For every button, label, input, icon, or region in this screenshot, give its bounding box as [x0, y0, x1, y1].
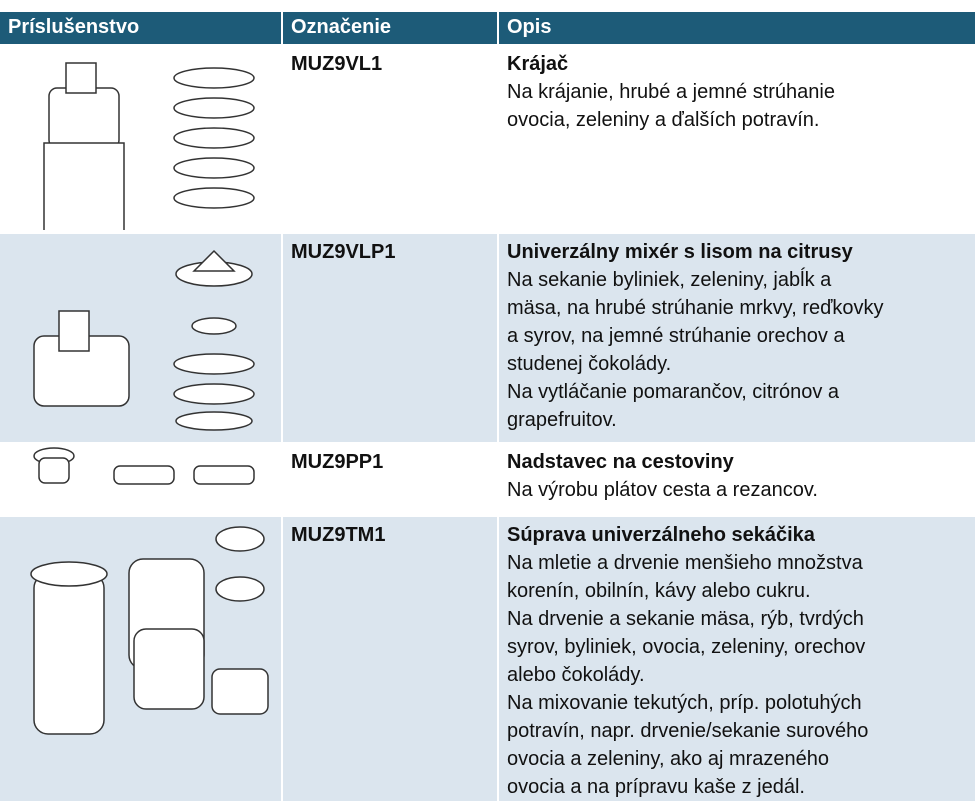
image-cell — [0, 444, 281, 515]
accessory-code: MUZ9TM1 — [291, 524, 386, 546]
description-cell: Univerzálny mixér s lisom na citrusy Na s… — [499, 234, 975, 442]
accessory-table: Príslušenstvo Označenie Opis MUZ9VL1 Krájač N… — [0, 12, 975, 801]
image-cell — [0, 46, 281, 232]
accessory-title: Krájač — [507, 53, 569, 75]
accessory-illustration — [43, 62, 255, 230]
description-line: potravín, napr. drvenie/sekanie surového — [507, 720, 869, 742]
description-line: grapefruitov. — [507, 409, 617, 431]
description-line: Na výrobu plátov cesta a rezancov. — [507, 479, 818, 501]
description-line: studenej čokolády. — [507, 353, 672, 375]
accessory-illustration — [33, 447, 255, 485]
accessory-illustration — [33, 249, 255, 431]
description-line: Na krájanie, hrubé a jemné strúhanie — [507, 81, 835, 103]
description-line: mäsa, na hrubé strúhanie mrkvy, reďkovky — [507, 297, 884, 319]
code-cell: MUZ9VL1 — [283, 46, 497, 232]
image-cell — [0, 234, 281, 442]
description-line: Na mletie a drvenie menšieho množstva — [507, 552, 863, 574]
description-line: Na mixovanie tekutých, príp. polotuhých — [507, 692, 862, 714]
accessory-title: Univerzálny mixér s lisom na citrusy — [507, 241, 853, 263]
description-line: a syrov, na jemné strúhanie orechov a — [507, 325, 845, 347]
description-line: Na drvenie a sekanie mäsa, rýb, tvrdých — [507, 608, 864, 630]
image-cell — [0, 517, 281, 801]
accessory-code: MUZ9PP1 — [291, 451, 384, 473]
code-cell: MUZ9PP1 — [283, 444, 497, 515]
code-cell: MUZ9TM1 — [283, 517, 497, 801]
header-cell: Označenie — [283, 12, 497, 44]
description-line: korenín, obilnín, kávy alebo cukru. — [507, 580, 811, 602]
description-line: Na sekanie byliniek, zeleniny, jabĺk a — [507, 269, 832, 291]
accessory-illustration — [30, 526, 269, 735]
description-line: ovocia a na prípravu kaše z jedál. — [507, 776, 805, 798]
code-cell: MUZ9VLP1 — [283, 234, 497, 442]
description-line: ovocia, zeleniny a ďalších potravín. — [507, 109, 820, 131]
header-cell: Opis — [499, 12, 975, 44]
accessory-title: Súprava univerzálneho sekáčika — [507, 524, 815, 546]
description-line: syrov, byliniek, ovocia, zeleniny, orech… — [507, 636, 866, 658]
description-line: Na vytláčanie pomarančov, citrónov a — [507, 381, 840, 403]
header-cell: Príslušenstvo — [0, 12, 281, 44]
description-line: alebo čokolády. — [507, 664, 645, 686]
description-cell: Krájač Na krájanie, hrubé a jemné strúhan… — [499, 46, 975, 232]
description-cell: Nadstavec na cestoviny Na výrobu plátov c… — [499, 444, 975, 515]
accessory-code: MUZ9VL1 — [291, 53, 383, 75]
accessory-title: Nadstavec na cestoviny — [507, 451, 734, 473]
description-line: ovocia a zeleniny, ako aj mrazeného — [507, 748, 830, 770]
description-cell: Súprava univerzálneho sekáčika Na mletie … — [499, 517, 975, 801]
accessory-code: MUZ9VLP1 — [291, 241, 396, 263]
